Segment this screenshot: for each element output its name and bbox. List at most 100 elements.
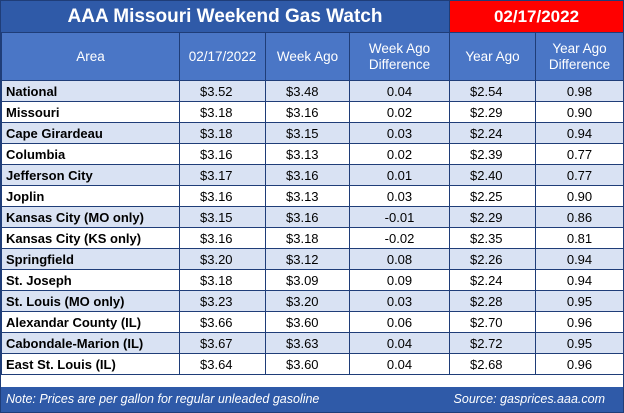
footer-note: Note: Prices are per gallon for regular … (6, 392, 320, 406)
week-ago-difference-cell: -0.01 (349, 206, 450, 228)
year-ago-difference-cell: 0.77 (535, 164, 624, 186)
week-ago-price-cell: $3.20 (265, 290, 350, 312)
table-row: National $3.52 $3.48 0.04 $2.54 0.98 (1, 80, 624, 102)
column-header-week-ago-difference: Week Ago Difference (349, 32, 450, 81)
area-cell: Missouri (1, 101, 180, 123)
week-ago-price-cell: $3.13 (265, 143, 350, 165)
year-ago-price-cell: $2.54 (449, 80, 536, 102)
year-ago-price-cell: $2.29 (449, 206, 536, 228)
week-ago-difference-cell: 0.02 (349, 101, 450, 123)
current-price-cell: $3.18 (179, 269, 266, 291)
year-ago-difference-cell: 0.98 (535, 80, 624, 102)
current-price-cell: $3.18 (179, 122, 266, 144)
table-header-row: Area 02/17/2022 Week Ago Week Ago Differ… (1, 32, 624, 81)
table-row: East St. Louis (IL) $3.64 $3.60 0.04 $2.68 0.… (1, 353, 624, 375)
current-price-cell: $3.16 (179, 227, 266, 249)
table-row: Jefferson City $3.17 $3.16 0.01 $2.40 0.77 (1, 164, 624, 186)
current-price-cell: $3.18 (179, 101, 266, 123)
week-ago-price-cell: $3.12 (265, 248, 350, 270)
current-price-cell: $3.16 (179, 143, 266, 165)
week-ago-price-cell: $3.15 (265, 122, 350, 144)
page-title: AAA Missouri Weekend Gas Watch (67, 6, 383, 27)
current-price-cell: $3.20 (179, 248, 266, 270)
week-ago-price-cell: $3.60 (265, 311, 350, 333)
year-ago-price-cell: $2.24 (449, 122, 536, 144)
area-cell: St. Louis (MO only) (1, 290, 180, 312)
footer-source: Source: gasprices.aaa.com (453, 392, 605, 406)
area-cell: Cape Girardeau (1, 122, 180, 144)
week-ago-price-cell: $3.09 (265, 269, 350, 291)
current-price-cell: $3.16 (179, 185, 266, 207)
table-row: Joplin $3.16 $3.13 0.03 $2.25 0.90 (1, 185, 624, 207)
week-ago-difference-cell: 0.04 (349, 80, 450, 102)
year-ago-difference-cell: 0.94 (535, 122, 624, 144)
week-ago-difference-cell: 0.02 (349, 143, 450, 165)
footer-bar: Note: Prices are per gallon for regular … (1, 387, 623, 412)
area-cell: Alexandar County (IL) (1, 311, 180, 333)
column-header-area: Area (1, 32, 180, 81)
year-ago-difference-cell: 0.94 (535, 248, 624, 270)
week-ago-price-cell: $3.16 (265, 206, 350, 228)
week-ago-price-cell: $3.16 (265, 101, 350, 123)
year-ago-difference-cell: 0.95 (535, 290, 624, 312)
year-ago-difference-cell: 0.95 (535, 332, 624, 354)
area-cell: Joplin (1, 185, 180, 207)
column-header-current: 02/17/2022 (179, 32, 266, 81)
year-ago-price-cell: $2.29 (449, 101, 536, 123)
area-cell: St. Joseph (1, 269, 180, 291)
table-row: St. Joseph $3.18 $3.09 0.09 $2.24 0.94 (1, 269, 624, 291)
column-header-year-ago: Year Ago (449, 32, 536, 81)
table-row: Kansas City (MO only) $3.15 $3.16 -0.01 $2.2… (1, 206, 624, 228)
week-ago-price-cell: $3.60 (265, 353, 350, 375)
week-ago-difference-cell: 0.06 (349, 311, 450, 333)
year-ago-price-cell: $2.25 (449, 185, 536, 207)
year-ago-price-cell: $2.35 (449, 227, 536, 249)
table-row: Kansas City (KS only) $3.16 $3.18 -0.02 $2.3… (1, 227, 624, 249)
column-header-week-ago: Week Ago (265, 32, 350, 81)
area-cell: Columbia (1, 143, 180, 165)
table-row: Alexandar County (IL) $3.66 $3.60 0.06 $2.70… (1, 311, 624, 333)
week-ago-price-cell: $3.18 (265, 227, 350, 249)
week-ago-difference-cell: 0.03 (349, 185, 450, 207)
area-cell: National (1, 80, 180, 102)
current-price-cell: $3.64 (179, 353, 266, 375)
week-ago-price-cell: $3.48 (265, 80, 350, 102)
current-price-cell: $3.15 (179, 206, 266, 228)
week-ago-difference-cell: 0.04 (349, 353, 450, 375)
current-price-cell: $3.52 (179, 80, 266, 102)
week-ago-difference-cell: 0.03 (349, 290, 450, 312)
area-cell: Kansas City (MO only) (1, 206, 180, 228)
year-ago-difference-cell: 0.90 (535, 101, 624, 123)
week-ago-price-cell: $3.63 (265, 332, 350, 354)
week-ago-difference-cell: 0.01 (349, 164, 450, 186)
area-cell: Springfield (1, 248, 180, 270)
year-ago-difference-cell: 0.96 (535, 311, 624, 333)
current-price-cell: $3.66 (179, 311, 266, 333)
table-body: National $3.52 $3.48 0.04 $2.54 0.98 Missouri $… (1, 80, 624, 375)
report-date-badge: 02/17/2022 (449, 1, 623, 32)
table-row: Missouri $3.18 $3.16 0.02 $2.29 0.90 (1, 101, 624, 123)
table-row: St. Louis (MO only) $3.23 $3.20 0.03 $2.28 0.… (1, 290, 624, 312)
table-row: Columbia $3.16 $3.13 0.02 $2.39 0.77 (1, 143, 624, 165)
year-ago-difference-cell: 0.81 (535, 227, 624, 249)
year-ago-difference-cell: 0.90 (535, 185, 624, 207)
area-cell: Kansas City (KS only) (1, 227, 180, 249)
week-ago-difference-cell: 0.03 (349, 122, 450, 144)
gas-price-table: Area 02/17/2022 Week Ago Week Ago Differ… (1, 32, 624, 375)
year-ago-difference-cell: 0.86 (535, 206, 624, 228)
year-ago-price-cell: $2.70 (449, 311, 536, 333)
year-ago-price-cell: $2.26 (449, 248, 536, 270)
title-bar: AAA Missouri Weekend Gas Watch 02/17/202… (1, 1, 623, 32)
area-cell: East St. Louis (IL) (1, 353, 180, 375)
table-row: Cape Girardeau $3.18 $3.15 0.03 $2.24 0.94 (1, 122, 624, 144)
week-ago-difference-cell: -0.02 (349, 227, 450, 249)
current-price-cell: $3.17 (179, 164, 266, 186)
year-ago-price-cell: $2.28 (449, 290, 536, 312)
year-ago-difference-cell: 0.96 (535, 353, 624, 375)
year-ago-difference-cell: 0.77 (535, 143, 624, 165)
table-row: Cabondale-Marion (IL) $3.67 $3.63 0.04 $2.72… (1, 332, 624, 354)
year-ago-price-cell: $2.24 (449, 269, 536, 291)
year-ago-price-cell: $2.72 (449, 332, 536, 354)
year-ago-price-cell: $2.68 (449, 353, 536, 375)
